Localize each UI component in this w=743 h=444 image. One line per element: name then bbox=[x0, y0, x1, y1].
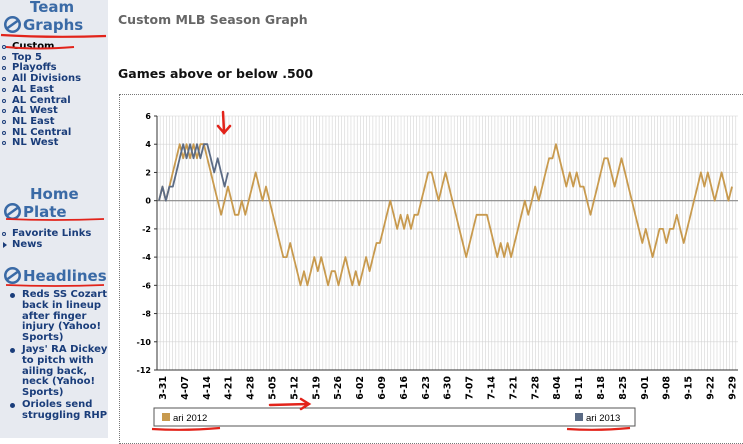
x-tick-label: 4-21 bbox=[224, 376, 235, 400]
x-tick-label: 5-26 bbox=[333, 376, 344, 400]
team-graphs-title-line1: Team bbox=[30, 0, 75, 16]
sidebar-item-all-divisions[interactable]: All Divisions bbox=[0, 73, 81, 85]
sidebar-item-playoffs[interactable]: Playoffs bbox=[0, 63, 81, 74]
x-tick-label: 4-28 bbox=[246, 376, 257, 400]
x-tick-label: 6-02 bbox=[355, 376, 366, 400]
legend-label: ari 2013 bbox=[586, 413, 620, 424]
headline-item[interactable]: Orioles send struggling RHP bbox=[0, 399, 108, 422]
baseball-logo-icon bbox=[4, 267, 21, 284]
x-tick-label: 5-19 bbox=[311, 376, 322, 400]
sidebar-item-nl-west[interactable]: NL West bbox=[0, 138, 81, 149]
x-tick-label: 6-09 bbox=[377, 376, 388, 400]
sidebar-item-al-west[interactable]: AL West bbox=[0, 106, 81, 117]
x-tick-label: 9-01 bbox=[640, 376, 651, 400]
headline-item[interactable]: Reds SS Cozart back in lineup after fing… bbox=[0, 289, 108, 344]
x-tick-label: 8-25 bbox=[618, 376, 629, 400]
x-tick-label: 5-12 bbox=[289, 376, 300, 400]
series-line-ari-2012 bbox=[158, 143, 733, 287]
x-tick-label: 6-23 bbox=[421, 376, 432, 400]
annotation-arrow-right bbox=[268, 397, 312, 411]
home-plate-title-line2: Plate bbox=[23, 203, 67, 221]
sidebar-item-news[interactable]: News bbox=[0, 239, 91, 251]
sidebar-item-nl-east[interactable]: NL East bbox=[0, 116, 81, 128]
y-tick-label: -8 bbox=[142, 310, 151, 319]
chart-legend: ari 2012 ari 2013 bbox=[153, 407, 636, 427]
chart-grid bbox=[156, 115, 738, 371]
x-tick-label: 9-22 bbox=[706, 376, 717, 400]
y-tick-label: 2 bbox=[145, 168, 151, 177]
x-tick-label: 7-21 bbox=[508, 376, 519, 400]
sidebar-item-al-central[interactable]: AL Central bbox=[0, 95, 81, 107]
x-tick-label: 7-07 bbox=[465, 376, 476, 400]
y-tick-label: 4 bbox=[145, 140, 151, 149]
team-graphs-link[interactable]: Graphs bbox=[4, 16, 83, 34]
x-tick-label: 6-30 bbox=[443, 376, 454, 400]
legend-swatch bbox=[575, 413, 583, 421]
x-tick-label: 8-11 bbox=[574, 376, 585, 400]
sidebar: Team Graphs Custom Top 5 Playoffs All Divis… bbox=[0, 0, 108, 438]
sidebar-item-top-5[interactable]: Top 5 bbox=[0, 52, 81, 64]
home-plate-nav: Favorite Links News bbox=[0, 228, 91, 251]
annotation-underline-legend-2013 bbox=[566, 426, 631, 431]
y-tick-label: -12 bbox=[137, 366, 151, 375]
sidebar-item-favorite-links[interactable]: Favorite Links bbox=[0, 228, 91, 240]
x-tick-label: 9-15 bbox=[684, 376, 695, 400]
x-tick-label: 3-31 bbox=[158, 376, 169, 400]
x-tick-label: 5-05 bbox=[268, 376, 279, 400]
baseball-logo-icon bbox=[4, 16, 21, 33]
y-tick-label: -10 bbox=[137, 338, 152, 347]
x-tick-label: 4-07 bbox=[180, 376, 191, 400]
page-title: Custom MLB Season Graph bbox=[118, 12, 308, 27]
headlines-list: Reds SS Cozart back in lineup after fing… bbox=[0, 289, 108, 423]
team-graphs-title-line2: Graphs bbox=[23, 16, 84, 34]
legend-label: ari 2012 bbox=[173, 413, 207, 424]
headlines-heading[interactable]: Headlines bbox=[4, 267, 107, 285]
home-plate-heading[interactable]: Home bbox=[30, 186, 79, 203]
series-line-ari-2013 bbox=[158, 143, 229, 202]
x-tick-label: 7-28 bbox=[530, 376, 541, 400]
team-graphs-heading[interactable]: Team bbox=[30, 0, 74, 16]
x-tick-label: 9-08 bbox=[662, 376, 673, 400]
y-tick-label: -6 bbox=[142, 281, 151, 290]
annotation-arrow-down bbox=[216, 110, 232, 135]
legend-swatch bbox=[162, 413, 170, 421]
home-plate-title-line1: Home bbox=[30, 185, 79, 203]
annotation-underline-legend-2012 bbox=[151, 426, 221, 431]
x-tick-label: 8-04 bbox=[552, 376, 563, 400]
sidebar-item-al-east[interactable]: AL East bbox=[0, 84, 81, 96]
sidebar-item-nl-central[interactable]: NL Central bbox=[0, 127, 81, 139]
x-tick-label: 8-18 bbox=[596, 376, 607, 400]
y-tick-label: -4 bbox=[142, 253, 151, 262]
x-tick-label: 4-14 bbox=[202, 376, 213, 400]
headlines-title: Headlines bbox=[23, 267, 107, 285]
y-tick-label: 6 bbox=[145, 112, 151, 121]
legend-box bbox=[153, 407, 636, 427]
y-tick-label: 0 bbox=[145, 197, 151, 206]
x-tick-label: 7-14 bbox=[487, 376, 498, 400]
x-tick-label: 9-29 bbox=[727, 376, 738, 400]
chart-title: Games above or below .500 bbox=[118, 66, 314, 81]
y-tick-label: -2 bbox=[142, 225, 151, 234]
x-tick-label: 6-16 bbox=[399, 376, 410, 400]
headline-item[interactable]: Jays' RA Dickey to pitch with ailing bac… bbox=[0, 344, 108, 399]
